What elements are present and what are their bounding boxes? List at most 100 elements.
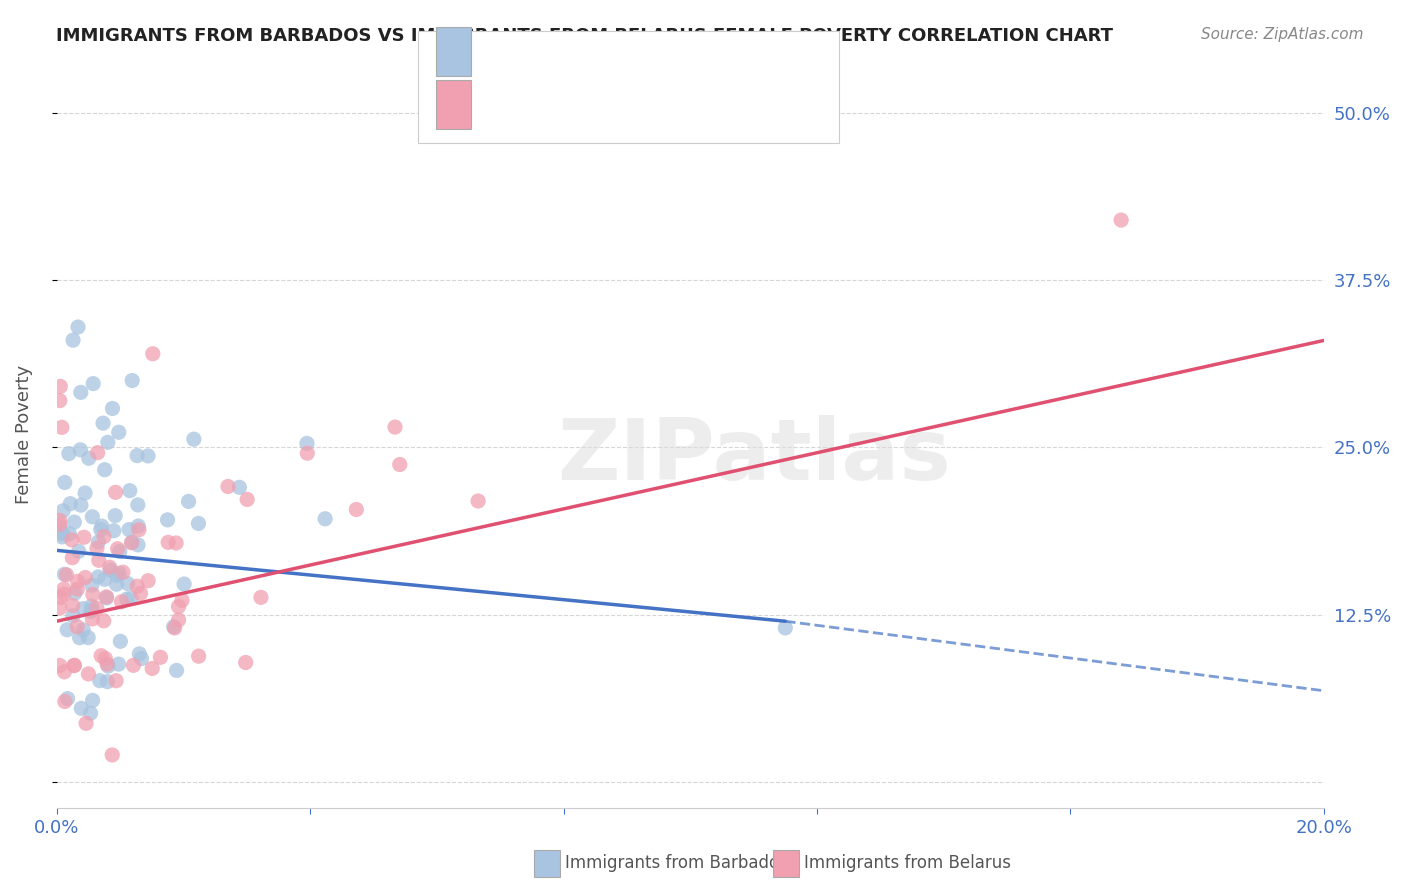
Point [53,587,76,601]
Point [115,592,138,607]
Point [127,519,149,533]
Point [1109,213,1132,227]
Point [136,449,159,463]
Text: Immigrants from Belarus: Immigrants from Belarus [804,855,1011,872]
Point [127,538,149,552]
Text: R = -0.130: R = -0.130 [482,30,588,50]
Point [108,566,131,581]
Y-axis label: Female Poverty: Female Poverty [15,365,32,504]
Point [97,435,120,450]
Point [120,591,142,606]
Point [72,601,94,615]
Point [108,544,131,558]
Point [63,658,86,673]
Point [72,623,94,637]
Point [90,523,112,537]
Point [103,524,125,538]
Point [70,701,93,715]
Point [49,393,72,408]
Point [86,541,108,556]
Point [69,385,91,400]
Point [388,458,411,472]
Point [96,590,118,604]
Point [157,535,180,549]
Point [129,586,152,600]
Point [163,621,186,635]
Point [111,565,134,579]
Point [100,563,122,577]
Point [131,651,153,665]
Point [90,519,112,533]
Text: Immigrants from Barbados: Immigrants from Barbados [565,855,789,872]
Point [187,516,209,531]
Point [104,485,127,500]
Point [66,574,89,589]
Point [96,674,118,689]
Point [87,570,110,584]
Point [94,651,117,665]
Point [70,498,93,512]
Point [82,693,104,707]
Point [69,631,91,645]
Point [66,620,89,634]
Point [53,475,76,490]
Point [49,591,72,605]
Point [165,536,187,550]
Text: IMMIGRANTS FROM BARBADOS VS IMMIGRANTS FROM BELARUS FEMALE POVERTY CORRELATION C: IMMIGRANTS FROM BARBADOS VS IMMIGRANTS F… [56,27,1114,45]
Point [49,658,72,673]
Point [105,577,128,591]
Point [128,647,150,661]
Point [107,541,129,556]
Point [80,603,103,617]
Point [63,586,86,600]
Point [236,492,259,507]
Point [217,479,239,493]
Point [87,553,110,567]
Point [107,657,129,672]
Point [187,649,209,664]
Point [173,577,195,591]
Point [77,631,100,645]
Point [82,612,104,626]
Point [51,530,73,544]
Point [79,706,101,721]
Point [467,494,489,508]
Text: N = 84: N = 84 [661,30,730,50]
Point [56,691,79,706]
Text: N = 70: N = 70 [661,93,728,112]
Point [77,451,100,466]
Point [56,623,79,637]
Point [82,509,104,524]
Point [96,657,118,672]
Point [86,601,108,615]
Point [228,480,250,494]
Point [775,621,797,635]
Point [163,620,186,634]
Point [75,486,97,500]
Point [122,658,145,673]
Point [127,498,149,512]
Point [110,634,132,648]
Point [127,579,149,593]
Point [55,567,77,582]
Point [118,523,141,537]
Point [66,582,89,596]
Point [141,661,163,675]
Point [136,574,159,588]
Point [156,513,179,527]
Point [167,599,190,614]
Point [63,658,86,673]
Point [93,572,115,586]
Point [86,445,108,459]
Point [91,416,114,430]
Point [49,519,72,533]
Point [82,376,104,391]
Point [62,608,84,623]
Point [344,502,367,516]
Point [96,591,118,605]
Point [53,567,76,582]
Point [170,593,193,607]
Point [120,535,142,549]
Point [101,747,124,762]
Point [52,526,75,541]
